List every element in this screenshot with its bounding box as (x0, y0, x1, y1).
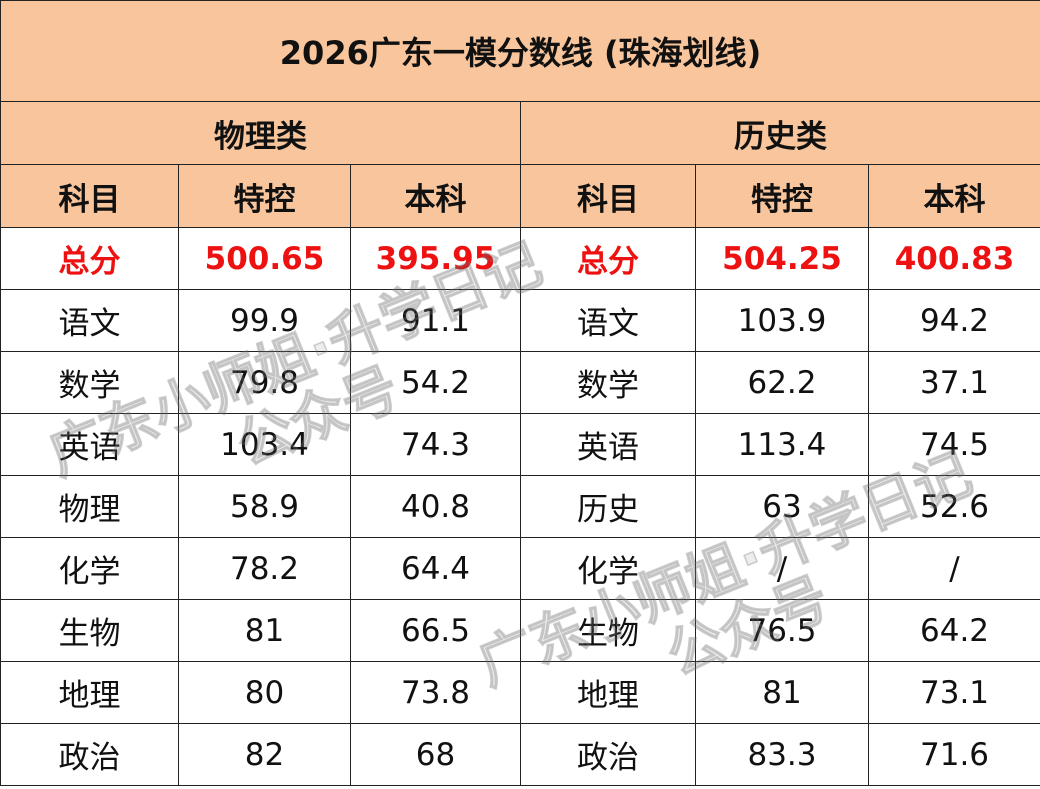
column-header: 特控 (695, 164, 869, 228)
group-header: 历史类 (519, 101, 1040, 165)
score-cell: 71.6 (867, 723, 1040, 786)
table-title: 2026广东一模分数线 (珠海划线) (0, 0, 1040, 102)
subject-cell: 化学 (0, 537, 179, 600)
score-cell: 54.2 (350, 351, 521, 414)
group-header: 物理类 (0, 101, 521, 165)
score-cell: 58.9 (178, 475, 351, 538)
subject-row: 数学 79.8 54.2 数学 62.2 37.1 (0, 351, 1040, 414)
score-cell: 64.2 (867, 599, 1040, 662)
score-cell: 103.9 (695, 289, 869, 352)
score-cell: 395.95 (350, 227, 521, 290)
score-cell: 40.8 (350, 475, 521, 538)
score-cell: 64.4 (350, 537, 521, 600)
score-cell: 113.4 (695, 413, 869, 476)
score-cell: 400.83 (867, 227, 1040, 290)
subject-cell: 总分 (0, 227, 179, 290)
subject-cell: 英语 (0, 413, 179, 476)
subject-cell: 数学 (0, 351, 179, 414)
group-row: 物理类 历史类 (0, 101, 1040, 165)
score-cell: / (695, 537, 869, 600)
score-cell: 91.1 (350, 289, 521, 352)
score-cell: 74.3 (350, 413, 521, 476)
score-cell: 66.5 (350, 599, 521, 662)
subject-cell: 语文 (0, 289, 179, 352)
score-cell: 73.1 (867, 661, 1040, 724)
score-cell: 83.3 (695, 723, 869, 786)
subject-cell: 政治 (0, 723, 179, 786)
score-cell: 78.2 (178, 537, 351, 600)
score-cell: 52.6 (867, 475, 1040, 538)
subject-row: 语文 99.9 91.1 语文 103.9 94.2 (0, 289, 1040, 352)
score-cell: 37.1 (867, 351, 1040, 414)
subject-cell: 地理 (520, 661, 696, 724)
score-cell: 74.5 (867, 413, 1040, 476)
subject-cell: 生物 (520, 599, 696, 662)
score-cell: 99.9 (178, 289, 351, 352)
score-cell: 103.4 (178, 413, 351, 476)
score-cell: 504.25 (695, 227, 869, 290)
subject-cell: 英语 (520, 413, 696, 476)
column-header: 本科 (867, 164, 1040, 228)
score-cell: 68 (350, 723, 521, 786)
score-cell: 73.8 (350, 661, 521, 724)
subject-row: 政治 82 68 政治 83.3 71.6 (0, 723, 1040, 786)
subject-cell: 地理 (0, 661, 179, 724)
subject-cell: 物理 (0, 475, 179, 538)
title-row: 2026广东一模分数线 (珠海划线) (0, 0, 1040, 102)
score-cell: 81 (695, 661, 869, 724)
subject-cell: 生物 (0, 599, 179, 662)
subject-row: 生物 81 66.5 生物 76.5 64.2 (0, 599, 1040, 662)
subject-row: 英语 103.4 74.3 英语 113.4 74.5 (0, 413, 1040, 476)
subject-row: 地理 80 73.8 地理 81 73.1 (0, 661, 1040, 724)
subject-cell: 语文 (520, 289, 696, 352)
score-cell: 79.8 (178, 351, 351, 414)
column-header: 本科 (350, 164, 521, 228)
column-header: 科目 (520, 164, 696, 228)
column-header: 科目 (0, 164, 179, 228)
column-header: 特控 (178, 164, 351, 228)
score-cell: 82 (178, 723, 351, 786)
header-row: 科目 特控 本科 科目 特控 本科 (0, 164, 1040, 228)
subject-cell: 化学 (520, 537, 696, 600)
total-row: 总分 500.65 395.95 总分 504.25 400.83 (0, 227, 1040, 290)
subject-cell: 数学 (520, 351, 696, 414)
score-cell: 76.5 (695, 599, 869, 662)
score-cell: 62.2 (695, 351, 869, 414)
score-cell: 80 (178, 661, 351, 724)
subject-cell: 历史 (520, 475, 696, 538)
subject-cell: 总分 (520, 227, 696, 290)
subject-cell: 政治 (520, 723, 696, 786)
score-cell: 94.2 (867, 289, 1040, 352)
subject-row: 物理 58.9 40.8 历史 63 52.6 (0, 475, 1040, 538)
score-cell: 500.65 (178, 227, 351, 290)
score-cell: 63 (695, 475, 869, 538)
score-cell: 81 (178, 599, 351, 662)
score-cell: / (867, 537, 1040, 600)
subject-row: 化学 78.2 64.4 化学 / / (0, 537, 1040, 600)
